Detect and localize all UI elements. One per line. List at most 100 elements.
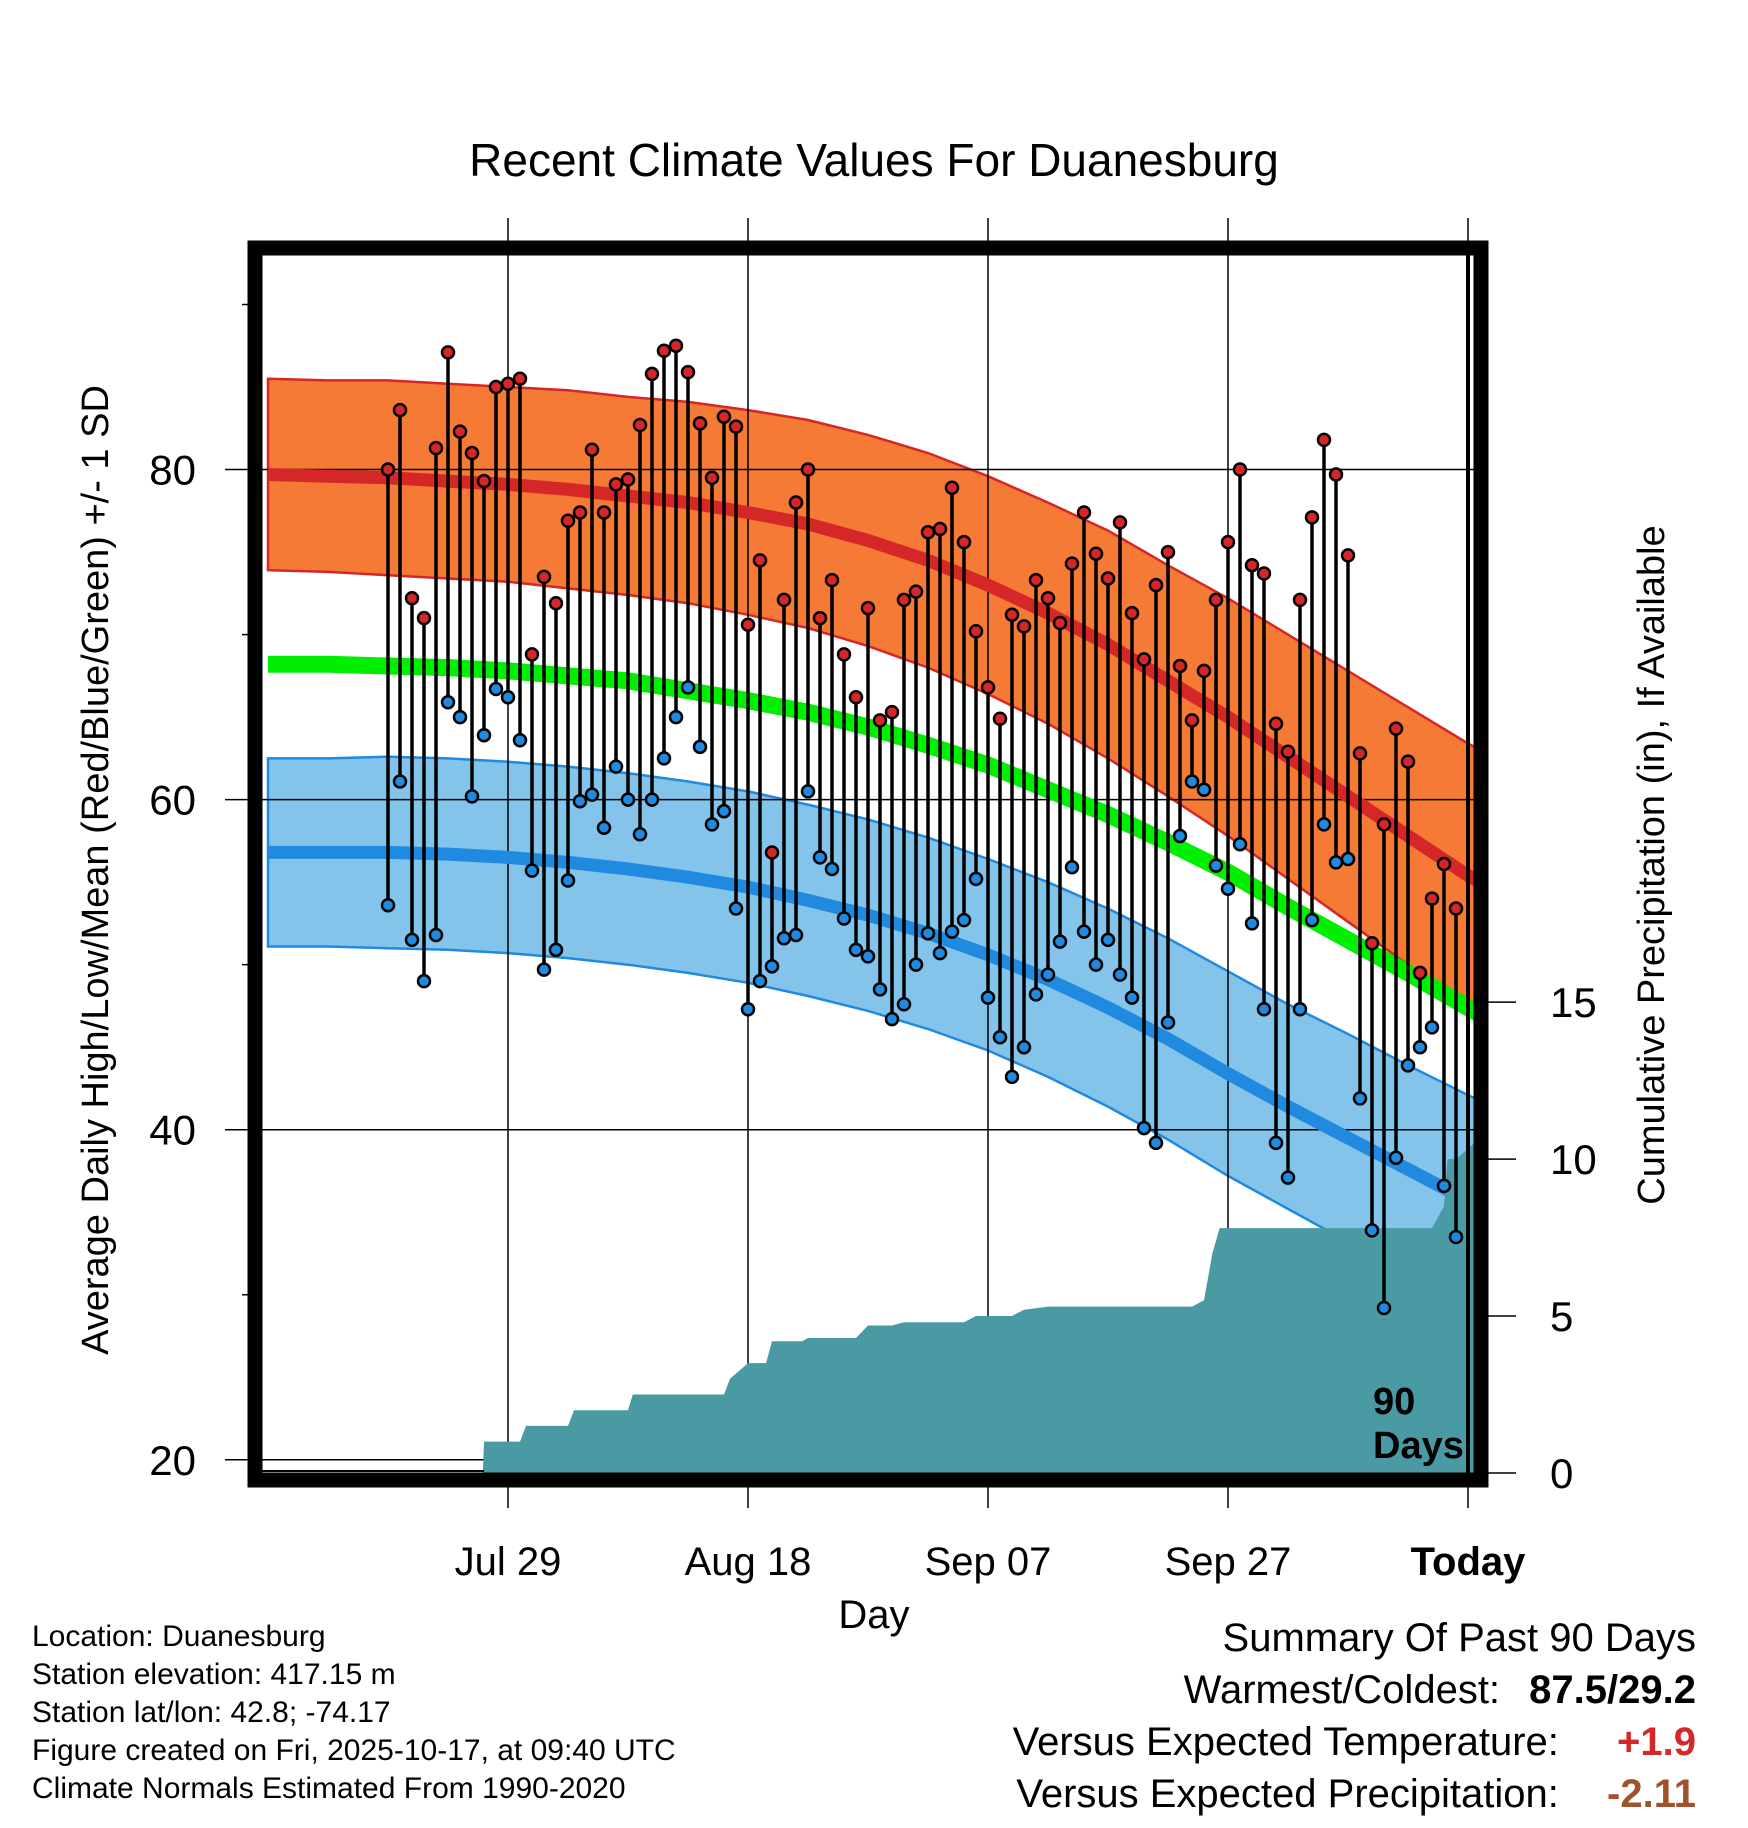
x-tick-label: Today <box>1411 1540 1527 1584</box>
daily-low-point <box>548 942 564 958</box>
daily-high-point <box>1448 901 1464 916</box>
daily-low-point <box>608 759 624 774</box>
daily-low-point <box>740 1001 756 1017</box>
daily-low-point <box>1352 1091 1368 1106</box>
normals-text: Climate Normals Estimated From 1990-2020 <box>32 1772 626 1805</box>
daily-high-point <box>968 624 984 639</box>
daily-low-point <box>404 932 420 948</box>
temp-value: +1.9 <box>1617 1720 1696 1764</box>
daily-high-point <box>980 680 996 695</box>
daily-high-point <box>1040 591 1056 606</box>
station-info: Location: Duanesburg Station elevation: … <box>32 1618 676 1808</box>
daily-low-point <box>1244 916 1260 931</box>
daily-low-point <box>596 820 612 835</box>
daily-high-point <box>1148 577 1164 593</box>
daily-high-point <box>884 704 900 720</box>
daily-low-point <box>992 1030 1008 1045</box>
daily-high-point <box>1100 571 1116 586</box>
daily-low-point <box>1004 1069 1020 1085</box>
daily-low-point <box>704 817 720 832</box>
daily-high-point <box>824 572 840 588</box>
daily-low-point <box>1220 881 1236 897</box>
daily-high-point <box>716 409 732 424</box>
y2-tick-label-0: 0 <box>1550 1450 1573 1497</box>
daily-high-point <box>596 505 612 520</box>
daily-high-point <box>872 713 888 728</box>
daily-high-point <box>1208 592 1224 608</box>
daily-high-point <box>428 440 444 456</box>
daily-low-point <box>524 863 540 878</box>
daily-low-point <box>1028 987 1044 1002</box>
y-tick-label-20: 20 <box>149 1437 196 1484</box>
daily-low-point <box>812 850 828 865</box>
y2-tick-label-10: 10 <box>1550 1136 1597 1183</box>
daily-high-point <box>692 416 708 431</box>
daily-low-point <box>584 787 600 802</box>
daily-high-point <box>1424 891 1440 906</box>
daily-high-point <box>1172 658 1188 674</box>
daily-low-point <box>1412 1039 1428 1055</box>
daily-low-point <box>1160 1015 1176 1030</box>
daily-low-point <box>1292 1001 1308 1017</box>
daily-low-point <box>416 973 432 989</box>
daily-high-point <box>524 647 540 662</box>
daily-low-point <box>920 926 936 941</box>
daily-low-point <box>632 827 648 842</box>
daily-high-point <box>908 584 924 599</box>
daily-high-point <box>1196 663 1212 679</box>
daily-high-point <box>992 711 1008 727</box>
daily-high-point <box>1088 546 1104 561</box>
daily-low-point <box>1076 924 1092 939</box>
daily-low-point <box>752 973 768 989</box>
temp-label: Versus Expected Temperature: <box>1012 1720 1559 1764</box>
daily-high-point <box>1364 935 1380 951</box>
daily-high-point <box>1004 607 1020 623</box>
daily-high-point <box>632 417 648 433</box>
daily-high-point <box>1328 467 1344 482</box>
daily-low-point <box>776 931 792 946</box>
daily-low-point <box>1424 1020 1440 1035</box>
daily-low-point <box>788 927 804 943</box>
daily-low-point <box>980 990 996 1005</box>
daily-high-point <box>764 845 780 860</box>
daily-low-point <box>1304 912 1320 928</box>
daily-low-point <box>1376 1300 1392 1316</box>
x-tick-label: Sep 27 <box>1165 1540 1292 1584</box>
daily-low-point <box>536 962 552 977</box>
daily-high-point <box>1388 721 1404 736</box>
daily-low-point <box>656 751 672 766</box>
daily-high-point <box>440 345 456 360</box>
daily-low-point <box>836 911 852 926</box>
daily-low-point <box>488 681 504 697</box>
plot-frame <box>247 240 1489 1488</box>
daily-high-point <box>1244 558 1260 573</box>
daily-low-point <box>1364 1223 1380 1238</box>
daily-high-point <box>476 473 492 489</box>
daily-high-point <box>392 402 408 418</box>
daily-low-point <box>1172 828 1188 844</box>
daily-low-point <box>1316 817 1332 832</box>
daily-low-point <box>1016 1039 1032 1055</box>
warmest-label: Warmest/Coldest: <box>1183 1668 1501 1712</box>
daily-high-point <box>1184 713 1200 728</box>
daily-high-point <box>1292 592 1308 608</box>
normal-low-band <box>266 755 1474 1311</box>
daily-high-point <box>1220 534 1236 550</box>
daily-high-point <box>1232 462 1248 477</box>
daily-low-point <box>932 945 948 961</box>
daily-high-point <box>464 445 480 461</box>
daily-low-point <box>1448 1229 1464 1245</box>
daily-high-point <box>452 424 468 439</box>
daily-low-point <box>680 680 696 695</box>
daily-low-point <box>500 690 516 705</box>
daily-high-point <box>896 592 912 608</box>
daily-low-point <box>1100 932 1116 948</box>
daily-low-point <box>392 774 408 789</box>
daily-high-point <box>1316 432 1332 448</box>
daily-low-point <box>1052 934 1068 949</box>
daily-low-point <box>908 957 924 972</box>
x-axis-label: Day <box>838 1593 909 1637</box>
daily-high-point <box>944 480 960 495</box>
x-tick-label: Sep 07 <box>925 1540 1052 1584</box>
